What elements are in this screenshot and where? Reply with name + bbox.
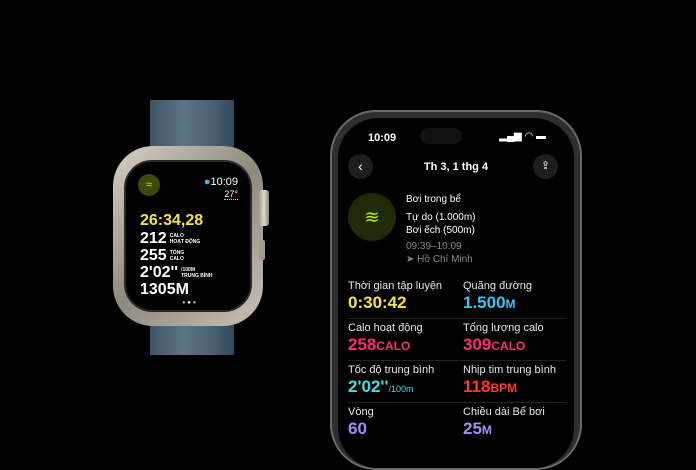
stat-value: 118: [463, 377, 491, 396]
swimmer-icon: ≋: [348, 193, 396, 241]
stat-value: 309: [463, 335, 492, 354]
stat-value: 2'02'': [348, 377, 389, 396]
stat-value: 1.500: [463, 293, 506, 312]
stat-label: Vòng: [348, 406, 374, 418]
stat-unit: CALO: [376, 339, 411, 353]
watch-metric: 255 TỔNG CALO: [140, 247, 213, 264]
location-arrow-icon: ➤: [406, 254, 418, 265]
metric-value: 212: [140, 229, 167, 247]
elapsed-time: 26:34,28: [140, 212, 204, 229]
watch-screen: ≈ ●10:09 27° 26:34,28 212 CALO HOẠT ĐỘNG 25…: [124, 160, 252, 312]
stat-cell: Chiều dài Bể bơi 25M: [463, 406, 573, 439]
back-button[interactable]: ‹: [348, 154, 373, 179]
dynamic-island: [420, 128, 462, 144]
swimmer-icon: ≈: [138, 174, 160, 196]
stat-value: 258: [348, 335, 377, 354]
metric-label: CALO HOẠT ĐỘNG: [169, 232, 201, 245]
phone-screen: 10:09 ▂▄▆ ◠ ▬ ‹ Th 3, 1 thg 4 ⇪ ≋ Bơi tr…: [338, 118, 574, 468]
stat-label: Chiều dài Bể bơi: [463, 406, 545, 418]
stat-label: Tổng lượng calo: [463, 322, 544, 334]
stat-cell: Tốc độ trung bình 2'02''/100m: [348, 364, 458, 397]
share-icon: ⇪: [540, 160, 551, 172]
digital-crown[interactable]: [259, 190, 269, 226]
stat-unit: BPM: [490, 381, 518, 395]
stat-cell: Thời gian tập luyện 0:30:42: [348, 280, 458, 313]
page-title: Th 3, 1 thg 4: [423, 161, 489, 173]
metric-label: /100M TRUNG BÌNH: [181, 266, 213, 279]
metric-value: 2'02'': [140, 263, 179, 281]
stat-cell: Tổng lượng calo 309CALO: [463, 322, 573, 355]
stat-label: Calo hoạt động: [348, 322, 423, 334]
watch-metric: 212 CALO HOẠT ĐỘNG: [140, 230, 213, 247]
stat-label: Nhịp tim trung bình: [463, 364, 556, 376]
chevron-left-icon: ‹: [358, 158, 363, 174]
stat-cell: Nhịp tim trung bình 118BPM: [463, 364, 573, 397]
stat-cell: Quãng đường 1.500M: [463, 280, 573, 313]
workout-name: Bơi trong bể: [406, 194, 461, 205]
status-time: 10:09: [368, 132, 397, 144]
watch-metric: 2'02''/100M TRUNG BÌNH: [140, 264, 213, 281]
stat-unit: /100m: [388, 384, 414, 394]
stat-label: Tốc độ trung bình: [348, 364, 435, 376]
stat-cell: Vòng 60: [348, 406, 458, 439]
stat-unit: CALO: [491, 339, 526, 353]
stat-unit: M: [481, 423, 492, 437]
stat-label: Quãng đường: [463, 280, 533, 292]
divider: [348, 402, 566, 403]
share-button[interactable]: ⇪: [533, 154, 558, 179]
side-button[interactable]: [259, 240, 265, 260]
stat-unit: M: [505, 297, 516, 311]
time-range: 09:39–10:09: [406, 241, 462, 252]
stat-value: 25: [463, 419, 482, 438]
stat-value: 0:30:42: [348, 293, 407, 312]
workout-style: Tự do (1.000m): [406, 212, 476, 223]
temperature: 27°: [224, 189, 238, 200]
status-icons: ▂▄▆ ◠ ▬: [499, 131, 546, 142]
stat-label: Thời gian tập luyện: [348, 280, 443, 292]
watch-metric: 1305M: [140, 281, 213, 298]
metric-label: TỔNG CALO: [169, 249, 185, 262]
divider: [348, 360, 566, 361]
watch-time: 10:09: [210, 176, 238, 188]
page-dots[interactable]: ● ● ●: [182, 300, 197, 306]
metric-value: 255: [140, 246, 167, 264]
stat-value: 60: [348, 419, 367, 438]
stat-cell: Calo hoạt động 258CALO: [348, 322, 458, 355]
divider: [348, 318, 566, 319]
location: Hồ Chí Minh: [417, 254, 473, 265]
metric-value: 1305M: [140, 280, 189, 298]
workout-style: Bơi ếch (500m): [406, 225, 475, 236]
